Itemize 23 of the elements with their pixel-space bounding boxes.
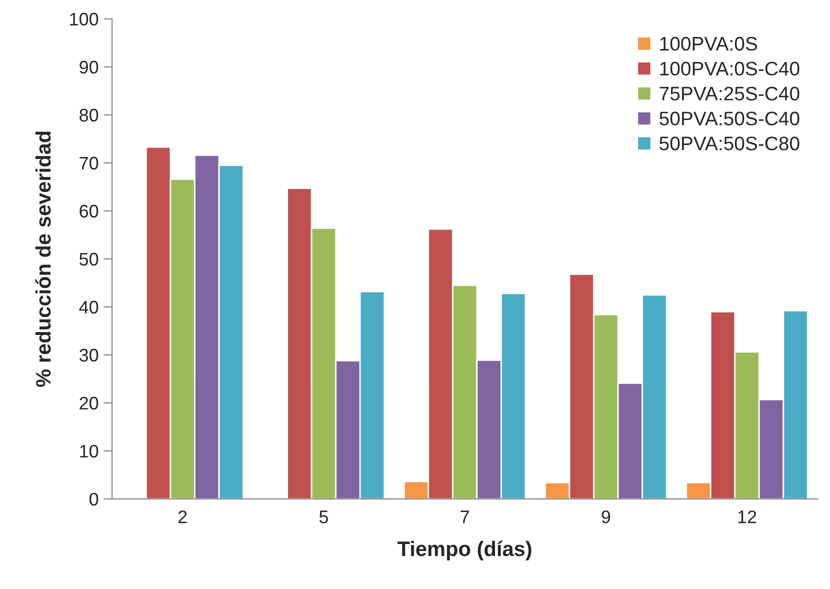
x-axis-title: Tiempo (días) [398, 540, 532, 560]
y-tick-label: 100 [70, 12, 98, 26]
x-tick-label: 5 [319, 510, 328, 524]
y-tick-label: 70 [80, 156, 98, 170]
legend-label: 50PVA:50S-C40 [660, 112, 800, 126]
y-tick-label: 50 [79, 252, 98, 266]
legend-label: 75PVA:25S-C40 [660, 86, 800, 100]
y-tick-label: 10 [80, 444, 98, 458]
y-tick-label: 20 [80, 396, 98, 410]
x-tick-label: 12 [738, 510, 756, 524]
x-tick-label: 2 [178, 510, 187, 524]
y-tick-label: 80 [80, 108, 98, 122]
y-tick-label: 60 [80, 204, 98, 218]
y-axis-title: % reducción de severidad [35, 132, 51, 387]
legend-label: 100PVA:0S [660, 36, 758, 51]
legend-label: 50PVA:50S-C80 [660, 136, 800, 150]
y-tick-label: 0 [90, 492, 98, 506]
y-tick-label: 30 [79, 348, 98, 362]
x-tick-label: 9 [602, 510, 610, 524]
legend-label: 100PVA:0S-C40 [660, 62, 800, 76]
y-tick-label: 40 [79, 300, 98, 314]
y-tick-label: 90 [80, 60, 98, 74]
x-tick-label: 7 [460, 510, 469, 524]
